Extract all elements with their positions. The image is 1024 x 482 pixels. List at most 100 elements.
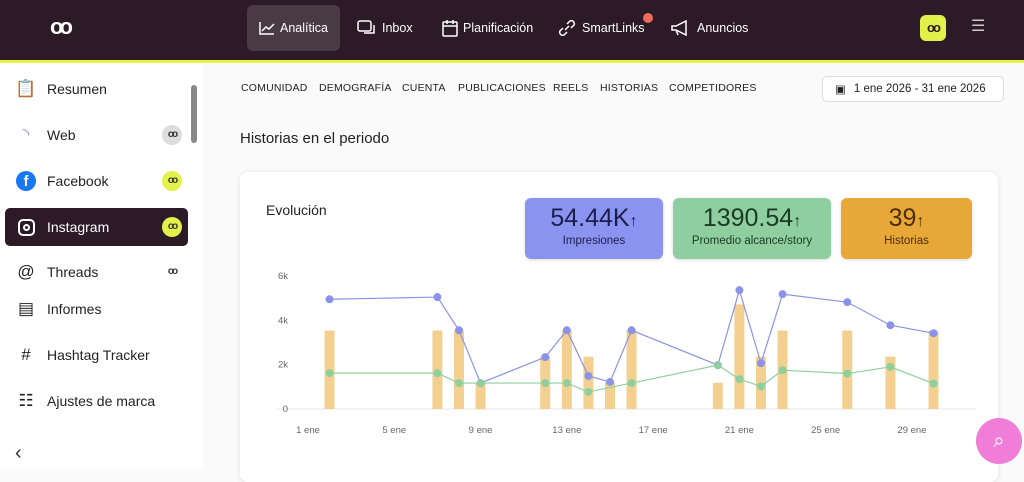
point-impresiones xyxy=(541,353,550,362)
y-tick-label: 4k xyxy=(278,315,288,326)
bar-historias xyxy=(453,330,464,409)
point-impresiones xyxy=(778,290,787,299)
point-alcance xyxy=(541,379,550,388)
nav-label: Anuncios xyxy=(697,21,749,35)
nav-inbox[interactable]: Inbox xyxy=(345,5,425,51)
y-tick-label: 0 xyxy=(283,404,288,415)
stat-historias: 39↑ Historias xyxy=(841,198,972,259)
nav-label: SmartLinks xyxy=(582,21,645,35)
sidebar-item-label: Web xyxy=(47,127,76,143)
bar-historias xyxy=(475,382,486,409)
point-impresiones xyxy=(627,326,636,335)
brand-badge: oo xyxy=(162,171,182,191)
x-tick-label: 21 ene xyxy=(725,425,754,436)
evolution-chart: 0 2k 4k 6k 1 ene 5 ene 9 ene 13 ene 17 ene 21 ene… xyxy=(276,271,977,436)
sidebar-item-label: Instagram xyxy=(47,219,110,235)
stat-value: 54.44K xyxy=(550,204,630,232)
stat-label: Impresiones xyxy=(562,235,626,247)
point-impresiones xyxy=(584,371,593,380)
sidebar-item-ajustes-de-marca[interactable]: ☷ Ajustes de marca xyxy=(5,382,188,420)
clipboard-icon: 📋 xyxy=(15,79,37,98)
point-impresiones xyxy=(843,298,852,307)
arrow-up-icon: ↑ xyxy=(793,213,802,230)
tab-publicaciones[interactable]: PUBLICACIONES xyxy=(458,82,546,94)
nav-smartlinks[interactable]: SmartLinks xyxy=(545,5,657,51)
point-alcance xyxy=(325,369,334,378)
brand-badge: oo xyxy=(162,125,182,145)
facebook-icon: f xyxy=(5,171,47,191)
bar-historias xyxy=(604,382,615,409)
threads-icon: @ xyxy=(17,262,35,281)
tab-comunidad[interactable]: COMUNIDAD xyxy=(241,82,308,94)
tab-historias[interactable]: HISTORIAS xyxy=(600,82,659,94)
search-analytics-icon[interactable]: ⌕ xyxy=(976,418,1022,464)
brand-badge: oo xyxy=(167,266,178,277)
brand-badge: oo xyxy=(162,217,182,237)
chart-line-icon xyxy=(259,22,275,35)
hamburger-menu-icon[interactable]: ☰ xyxy=(971,18,986,35)
instagram-icon xyxy=(5,218,47,236)
sidebar-scrollbar[interactable] xyxy=(191,85,197,143)
stat-label: Promedio alcance/story xyxy=(691,235,813,247)
card-title: Evolución xyxy=(266,202,327,218)
bar-historias xyxy=(626,330,637,409)
stat-label: Historias xyxy=(884,235,929,247)
nav-anuncios[interactable]: Anuncios xyxy=(658,5,760,51)
brand-avatar[interactable]: oo xyxy=(920,15,946,41)
calendar-icon: ▣ xyxy=(835,84,846,96)
nav-label: Inbox xyxy=(382,21,413,35)
sidebar-item-facebook[interactable]: f Facebook oo xyxy=(5,162,188,200)
date-range-picker[interactable]: ▣ 1 ene 2026 - 31 ene 2026 xyxy=(822,76,1004,102)
point-impresiones xyxy=(454,326,463,335)
bar-historias xyxy=(712,382,723,409)
x-tick-label: 25 ene xyxy=(811,425,840,436)
point-alcance xyxy=(454,379,463,388)
sidebar-item-instagram[interactable]: Instagram oo xyxy=(5,208,188,246)
sidebar-item-web[interactable]: ◝ Web oo xyxy=(5,116,188,154)
notification-dot xyxy=(643,13,653,23)
nav-label: Planificación xyxy=(463,21,534,35)
sidebar-item-label: Informes xyxy=(47,301,102,317)
stat-value: 39 xyxy=(888,204,917,232)
sidebar-item-threads[interactable]: @ Threads oo xyxy=(5,253,188,291)
tab-cuenta[interactable]: CUENTA xyxy=(402,82,446,94)
nav-analitica[interactable]: Analítica xyxy=(247,5,340,51)
arrow-up-icon: ↑ xyxy=(629,213,638,230)
sidebar-item-label: Ajustes de marca xyxy=(47,393,156,409)
point-alcance xyxy=(627,379,636,388)
sidebar-item-label: Facebook xyxy=(47,173,109,189)
sidebar-item-hashtag-tracker[interactable]: # Hashtag Tracker xyxy=(5,336,188,374)
chat-icon xyxy=(357,20,375,34)
point-impresiones xyxy=(886,321,895,330)
sidebar-item-label: Resumen xyxy=(47,81,107,97)
bar-historias xyxy=(561,330,572,409)
sidebar-item-resumen[interactable]: 📋 Resumen xyxy=(5,70,188,108)
x-tick-label: 29 ene xyxy=(897,425,926,436)
point-impresiones xyxy=(433,293,442,302)
sidebar-item-label: Threads xyxy=(47,264,99,280)
collapse-sidebar-icon[interactable]: ‹ xyxy=(15,442,22,464)
date-range-label: 1 ene 2026 - 31 ene 2026 xyxy=(853,83,986,95)
sidebar-item-informes[interactable]: ▤ Informes xyxy=(5,290,188,328)
sidebar-item-label: Hashtag Tracker xyxy=(47,347,150,363)
nav-planificacion[interactable]: Planificación xyxy=(430,5,545,51)
tab-reels[interactable]: REELS xyxy=(553,82,589,94)
bar-historias xyxy=(583,356,594,409)
x-tick-label: 1 ene xyxy=(296,425,320,436)
link-icon xyxy=(558,20,576,36)
top-header xyxy=(0,0,1024,60)
rss-icon: ◝ xyxy=(22,125,30,144)
point-impresiones xyxy=(562,326,571,335)
x-tick-label: 9 ene xyxy=(469,425,493,436)
x-tick-label: 13 ene xyxy=(552,425,581,436)
x-tick-label: 17 ene xyxy=(639,425,668,436)
y-tick-label: 6k xyxy=(278,271,288,282)
header-accent-line xyxy=(0,60,1024,63)
bar-historias xyxy=(885,356,896,409)
tab-competidores[interactable]: COMPETIDORES xyxy=(669,82,757,94)
tab-demografia[interactable]: DEMOGRAFÍA xyxy=(319,82,392,94)
stat-value: 1390.54 xyxy=(702,204,794,232)
bar-historias xyxy=(928,330,939,409)
section-title: Historias en el periodo xyxy=(240,130,390,147)
logo[interactable]: oo xyxy=(50,14,73,39)
